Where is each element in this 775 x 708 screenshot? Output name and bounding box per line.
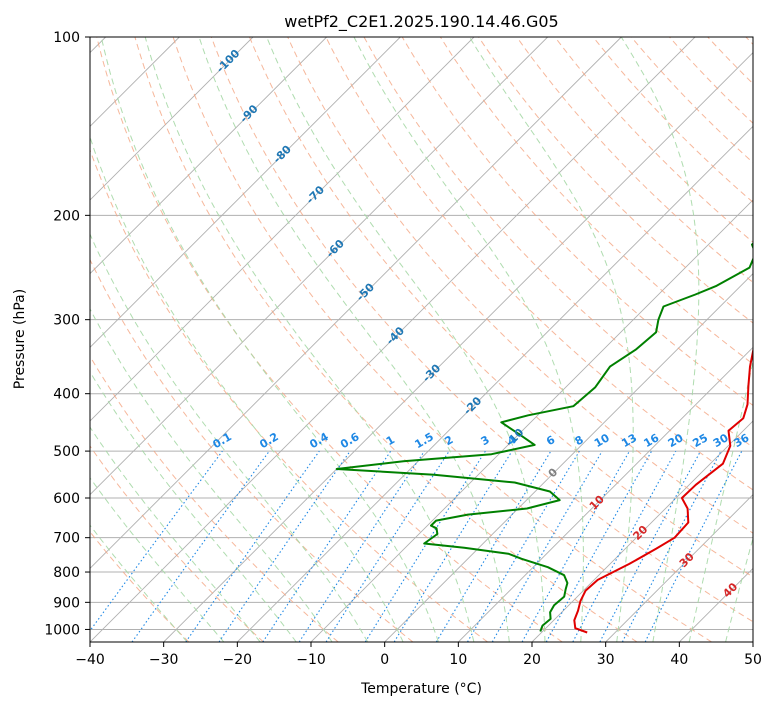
dry-adiabat [592,37,753,203]
moist-adiabat [90,524,188,642]
y-tick-label: 300 [53,313,80,329]
y-tick-label: 500 [53,444,80,460]
x-tick-label: 50 [744,652,762,668]
moist-adiabat [90,370,297,642]
moist-adiabat [90,232,369,642]
moist-adiabat [688,358,753,642]
dry-adiabat [90,445,264,642]
isotherm-line [531,420,753,642]
isotherm-line [605,494,753,642]
moist-adiabat [144,37,475,642]
dry-adiabat [134,37,638,642]
isotherm-line [458,346,753,642]
dry-adiabat [401,37,753,406]
x-tick-label: 40 [670,652,688,668]
moist-adiabat [100,37,439,642]
moist-adiabat [90,135,404,642]
temperature-trace [573,347,753,634]
mixing-ratio-line [393,450,513,642]
x-axis-title: Temperature (°C) [360,681,482,697]
isotherm-line [90,37,327,275]
chart-title: wetPf2_C2E1.2025.190.14.46.G05 [284,12,558,32]
mixing-ratio-line [131,450,270,642]
moist-adiabat [620,37,700,642]
y-tick-label: 700 [53,531,80,547]
mixing-ratio-line [572,450,677,642]
isotherm-line [90,37,254,201]
isotherm-line [384,273,753,642]
moist-adiabat [90,426,261,642]
moist-adiabat [90,308,333,642]
y-tick-label: 900 [53,595,80,611]
y-tick-label: 1000 [44,622,80,638]
x-tick-label: −20 [223,652,253,668]
mixing-ratio-line [467,450,580,642]
x-tick-label: −30 [149,652,179,668]
dry-adiabat [249,37,753,578]
dewpoint-trace [335,242,753,632]
dry-adiabat [630,37,753,164]
y-tick-label: 100 [53,30,80,46]
mixing-ratio-line [435,450,552,642]
dry-adiabat [287,37,753,534]
y-tick-label: 800 [53,565,80,581]
isotherm-line [163,52,753,642]
moist-adiabat [725,536,753,642]
isotherm-line [90,37,475,422]
moist-adiabat [353,37,584,642]
isotherm-line [90,37,548,496]
moist-adiabat [198,37,510,642]
mixing-ratio-line [218,450,351,642]
isotherm-line [310,199,753,642]
mixing-ratio-line [325,450,450,642]
y-tick-label: 400 [53,387,80,403]
mixing-ratio-line [545,450,653,642]
y-tick-label: 600 [53,491,80,507]
isotherm-line [90,37,696,642]
isotherm-line [237,125,753,642]
dry-adiabat [172,37,712,642]
y-axis-title: Pressure (hPa) [12,289,28,389]
dry-adiabat [363,37,753,448]
x-tick-label: −10 [296,652,326,668]
x-tick-label: 10 [449,652,467,668]
mixing-ratio-line [185,450,320,642]
x-tick-label: 30 [597,652,615,668]
isotherm-line [90,37,622,569]
x-tick-label: −40 [75,652,105,668]
moist-adiabat [90,476,225,642]
dry-adiabat [210,37,753,623]
axes: −40 −30 −20 −10 0 10 20 30 40 50 100 200 300 400 500 60… [44,30,762,668]
y-tick-label: 200 [53,208,80,224]
x-tick-label: 20 [523,652,541,668]
plot-area [90,37,753,642]
dry-adiabat [478,37,753,324]
moist-adiabat [266,37,546,642]
dry-adiabat [516,37,753,284]
dry-adiabat [325,37,753,491]
x-tick-label: 0 [380,652,389,668]
mixing-ratio-line [521,450,630,642]
mixing-ratio-line [90,450,223,632]
mixing-ratio-line [491,450,603,642]
plot-frame [89,36,754,643]
mixing-ratio-line [364,450,486,642]
